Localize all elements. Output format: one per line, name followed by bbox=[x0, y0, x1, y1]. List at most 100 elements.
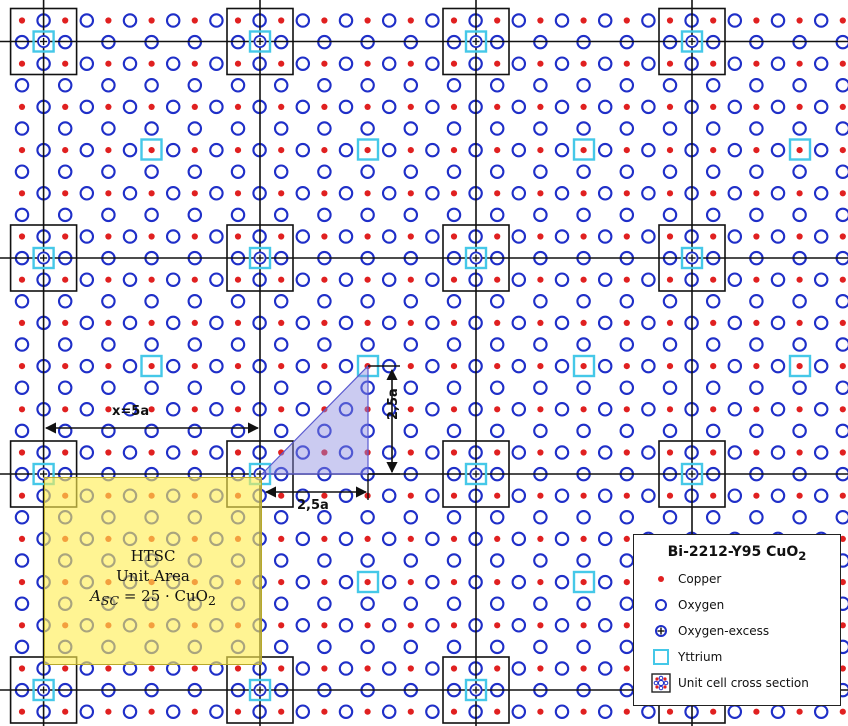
oxygen-atom bbox=[533, 510, 548, 525]
copper-atom bbox=[105, 60, 112, 67]
copper-atom bbox=[666, 406, 674, 413]
oxygen-atom bbox=[230, 164, 246, 179]
copper-atom bbox=[407, 708, 414, 715]
copper-atom bbox=[839, 60, 846, 67]
oxygen-atom bbox=[533, 596, 548, 611]
copper-atom bbox=[710, 147, 717, 154]
oxygen-atom bbox=[813, 488, 829, 503]
oxygen-atom bbox=[273, 207, 289, 223]
copper-atom bbox=[580, 233, 587, 240]
oxygen-atom bbox=[317, 423, 332, 439]
oxygen-atom bbox=[209, 56, 224, 71]
oxygen-atom bbox=[597, 488, 613, 503]
oxygen-atom bbox=[338, 704, 354, 719]
oxygen-atom bbox=[338, 574, 354, 590]
oxygen-atom bbox=[381, 56, 397, 71]
oxygen-ring-icon bbox=[650, 595, 672, 615]
copper-atom bbox=[666, 190, 674, 197]
oxygen-atom bbox=[641, 704, 656, 719]
oxygen-atom bbox=[381, 445, 397, 460]
unit-cell-box bbox=[9, 656, 78, 724]
oxygen-atom bbox=[425, 358, 440, 374]
copper-atom bbox=[321, 622, 328, 629]
oxygen-atom bbox=[295, 574, 311, 590]
oxygen-atom bbox=[79, 402, 95, 417]
oxygen-atom bbox=[381, 704, 397, 719]
oxygen-atom bbox=[381, 531, 397, 547]
oxygen-atom bbox=[619, 164, 635, 179]
copper-atom bbox=[450, 319, 458, 326]
yttrium-atom bbox=[248, 30, 272, 53]
oxygen-atom bbox=[273, 510, 289, 525]
oxygen-atom bbox=[79, 704, 95, 719]
copper-atom bbox=[191, 147, 198, 154]
copper-atom bbox=[148, 319, 155, 326]
copper-atom bbox=[796, 60, 803, 67]
oxygen-atom bbox=[209, 142, 224, 158]
copper-atom bbox=[580, 276, 587, 283]
copper-atom bbox=[148, 190, 155, 197]
copper-atom bbox=[321, 276, 328, 283]
oxygen-atom bbox=[813, 358, 829, 374]
copper-atom bbox=[450, 449, 458, 456]
oxygen-atom bbox=[792, 121, 807, 136]
oxygen-atom bbox=[295, 358, 311, 374]
oxygen-atom bbox=[533, 207, 548, 223]
oxygen-atom bbox=[101, 207, 116, 223]
yttrium-atom bbox=[464, 30, 488, 53]
oxygen-atom bbox=[792, 337, 807, 352]
oxygen-atom bbox=[381, 574, 397, 590]
copper-atom bbox=[364, 233, 371, 240]
oxygen-atom bbox=[576, 121, 591, 136]
oxygen-atom bbox=[554, 531, 570, 547]
copper-atom bbox=[148, 708, 155, 715]
copper-atom bbox=[623, 665, 630, 672]
oxygen-atom bbox=[727, 142, 743, 158]
copper-atom bbox=[839, 579, 846, 586]
copper-atom bbox=[450, 665, 458, 672]
oxygen-atom bbox=[489, 121, 505, 136]
oxygen-atom bbox=[403, 553, 419, 568]
oxygen-atom bbox=[749, 207, 764, 223]
copper-atom bbox=[753, 60, 760, 67]
copper-atom bbox=[580, 103, 587, 110]
oxygen-atom bbox=[727, 315, 743, 331]
yttrium-atom bbox=[572, 570, 596, 594]
copper-atom bbox=[494, 665, 501, 672]
oxygen-atom bbox=[619, 294, 635, 309]
oxygen-atom bbox=[749, 510, 764, 525]
oxygen-atom bbox=[770, 272, 786, 287]
legend-item-oxygen: Oxygen bbox=[650, 595, 724, 615]
oxygen-atom bbox=[489, 294, 505, 309]
oxygen-atom bbox=[641, 445, 656, 460]
copper-atom bbox=[450, 406, 458, 413]
copper-atom bbox=[364, 276, 371, 283]
oxygen-atom bbox=[792, 78, 807, 93]
copper-atom bbox=[537, 449, 544, 456]
copper-atom bbox=[321, 319, 328, 326]
oxygen-atom bbox=[360, 510, 375, 525]
oxygen-atom bbox=[597, 315, 613, 331]
copper-atom bbox=[753, 406, 760, 413]
oxygen-atom bbox=[101, 337, 116, 352]
yttrium-atom bbox=[680, 30, 704, 53]
oxygen-atom bbox=[446, 510, 462, 525]
copper-atom bbox=[839, 492, 846, 499]
copper-atom bbox=[18, 233, 26, 240]
copper-atom bbox=[321, 665, 328, 672]
copper-atom bbox=[148, 17, 155, 24]
copper-atom bbox=[796, 190, 803, 197]
oxygen-atom bbox=[338, 358, 354, 374]
copper-atom bbox=[666, 363, 674, 370]
oxygen-atom bbox=[101, 121, 116, 136]
oxygen-atom bbox=[317, 510, 332, 525]
oxygen-atom bbox=[101, 78, 116, 93]
oxygen-atom bbox=[187, 78, 203, 93]
copper-atom bbox=[753, 276, 760, 283]
copper-atom bbox=[191, 406, 198, 413]
yttrium-atom bbox=[788, 138, 812, 161]
oxygen-atom bbox=[295, 142, 311, 158]
oxygen-atom bbox=[425, 13, 440, 28]
copper-atom bbox=[148, 60, 155, 67]
yttrium-atom bbox=[356, 138, 380, 161]
